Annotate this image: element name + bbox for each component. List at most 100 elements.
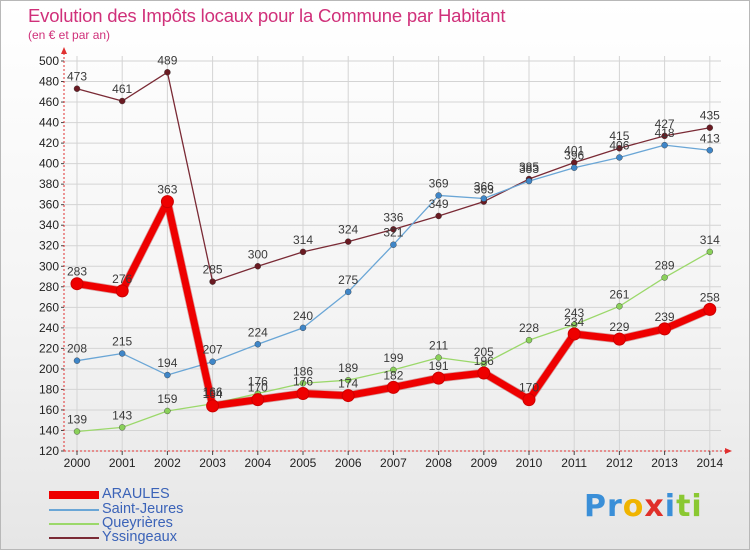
data-point-yssingeaux (345, 238, 352, 245)
data-label-saint-jeures: 207 (203, 343, 223, 357)
y-tick-label: 360 (39, 198, 59, 212)
data-label-araules: 164 (203, 387, 223, 401)
data-point-yssingeaux (706, 124, 713, 131)
y-tick-label: 440 (39, 116, 59, 130)
y-tick-label: 220 (39, 341, 59, 355)
x-tick-label: 2007 (380, 456, 407, 470)
data-point-queyri-res (345, 376, 352, 384)
data-point-saint-jeures (661, 141, 668, 149)
data-point-yssingeaux (435, 212, 442, 220)
data-point-araules (206, 399, 220, 413)
data-label-yssingeaux: 473 (67, 70, 87, 84)
y-tick-label: 120 (39, 444, 59, 458)
x-tick-label: 2014 (696, 456, 723, 470)
data-label-queyri-res: 189 (338, 361, 358, 375)
data-point-queyri-res (164, 407, 171, 415)
legend-label-yssingeaux: Yssingeaux (102, 529, 177, 545)
y-tick-label: 280 (39, 280, 59, 294)
data-point-saint-jeures (345, 288, 352, 296)
data-point-queyri-res (661, 274, 668, 281)
y-tick-label: 260 (39, 300, 59, 314)
legend-item-saint-jeures: Saint-Jeures (49, 502, 183, 517)
data-label-saint-jeures: 215 (112, 335, 132, 349)
data-label-queyri-res: 211 (429, 339, 448, 353)
data-point-araules (703, 302, 717, 316)
data-label-queyri-res: 159 (157, 392, 177, 406)
data-point-saint-jeures (616, 154, 623, 161)
data-point-saint-jeures (571, 164, 578, 171)
y-tick-label: 200 (39, 362, 59, 376)
data-label-yssingeaux: 349 (429, 197, 449, 211)
data-point-araules (341, 389, 355, 403)
data-label-araules: 170 (519, 381, 539, 395)
data-label-queyri-res: 199 (383, 351, 403, 365)
data-label-saint-jeures: 194 (157, 356, 177, 370)
x-tick-label: 2005 (290, 456, 317, 470)
data-label-araules: 234 (564, 315, 584, 329)
data-point-yssingeaux (390, 226, 397, 233)
data-point-queyri-res (299, 380, 307, 387)
data-label-araules: 174 (338, 377, 358, 391)
data-label-yssingeaux: 363 (474, 183, 494, 197)
y-tick-label: 400 (39, 157, 59, 171)
data-label-araules: 196 (474, 354, 494, 368)
data-point-araules (386, 380, 400, 394)
data-label-queyri-res: 228 (519, 321, 539, 335)
legend-item-queyri-res: Queyrières (49, 516, 173, 531)
data-label-queyri-res: 243 (564, 306, 584, 320)
data-point-saint-jeures (254, 341, 261, 348)
data-label-yssingeaux: 324 (338, 223, 358, 237)
chart-title: Evolution des Impôts locaux pour la Comm… (28, 5, 506, 26)
data-label-saint-jeures: 321 (383, 226, 403, 240)
data-point-araules (160, 195, 174, 209)
data-label-saint-jeures: 275 (338, 273, 358, 287)
data-point-queyri-res (706, 248, 713, 256)
data-label-saint-jeures: 413 (700, 131, 720, 145)
x-tick-label: 2003 (199, 456, 226, 470)
data-label-araules: 363 (157, 183, 177, 197)
data-label-araules: 239 (655, 310, 675, 324)
y-tick-label: 480 (39, 75, 59, 89)
data-point-saint-jeures (299, 324, 307, 332)
data-label-araules: 191 (429, 359, 449, 373)
data-label-yssingeaux: 415 (609, 129, 629, 143)
data-point-yssingeaux (299, 248, 307, 256)
data-label-queyri-res: 289 (655, 259, 675, 273)
logo-part: Pr (584, 489, 623, 524)
y-tick-label: 500 (39, 54, 59, 68)
data-point-queyri-res (435, 354, 442, 361)
x-tick-label: 2000 (64, 456, 91, 470)
data-label-yssingeaux: 300 (248, 247, 268, 261)
data-label-araules: 283 (67, 265, 87, 279)
data-point-saint-jeures (73, 357, 81, 364)
data-label-queyri-res: 205 (474, 345, 494, 359)
data-label-araules: 176 (293, 375, 313, 389)
data-label-queyri-res: 143 (112, 408, 132, 422)
data-label-araules: 170 (248, 381, 268, 395)
legend-swatch-yssingeaux (49, 537, 99, 539)
data-label-saint-jeures: 366 (474, 180, 494, 194)
x-tick-label: 2002 (154, 456, 181, 470)
y-tick-label: 300 (39, 259, 59, 273)
data-point-saint-jeures (435, 192, 442, 199)
legend-swatch-araules (49, 491, 99, 499)
x-tick-label: 2008 (425, 456, 452, 470)
data-point-yssingeaux (254, 263, 261, 270)
data-point-saint-jeures (209, 358, 216, 365)
data-point-saint-jeures (706, 147, 713, 154)
x-tick-label: 2006 (335, 456, 362, 470)
data-label-saint-jeures: 240 (293, 309, 313, 323)
data-label-yssingeaux: 489 (157, 53, 177, 67)
data-label-araules: 258 (700, 290, 720, 304)
data-point-araules (70, 277, 84, 291)
data-point-queyri-res (118, 424, 126, 431)
y-axis-arrow (61, 47, 67, 54)
data-label-araules: 276 (112, 272, 132, 286)
data-label-queyri-res: 261 (609, 287, 629, 301)
data-label-yssingeaux: 385 (519, 160, 539, 174)
y-tick-label: 340 (39, 218, 59, 232)
x-tick-label: 2012 (606, 456, 633, 470)
chart-subtitle: (en € et par an) (28, 28, 111, 42)
data-label-saint-jeures: 369 (429, 176, 449, 190)
